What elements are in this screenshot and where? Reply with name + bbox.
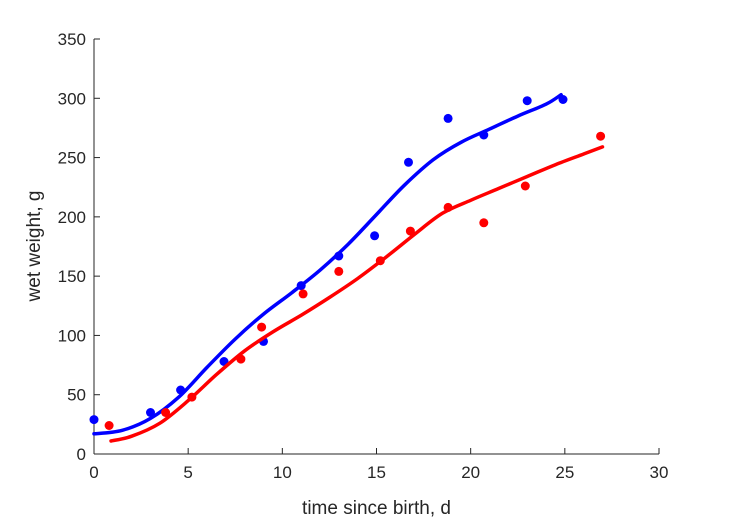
y-tick-label: 0: [77, 445, 86, 464]
y-tick-label: 250: [58, 149, 86, 168]
data-point: [296, 281, 306, 291]
y-axis: 0 50 100 150 200 250 300 350: [58, 30, 100, 464]
data-point: [404, 157, 413, 167]
data-point: [161, 408, 171, 417]
data-point: [520, 181, 530, 191]
data-point: [443, 202, 453, 212]
y-tick-label: 300: [58, 89, 86, 108]
y-tick-label: 150: [58, 267, 86, 286]
x-tick-label: 15: [367, 463, 386, 482]
y-tick-label: 200: [58, 208, 86, 227]
data-point: [257, 322, 267, 332]
data-point: [558, 95, 568, 104]
data-point: [334, 266, 344, 276]
x-tick-label: 10: [273, 463, 292, 482]
data-point: [596, 131, 606, 141]
data-point: [187, 392, 197, 402]
data-point: [522, 96, 532, 106]
data-point: [146, 408, 155, 417]
y-tick-label: 100: [58, 326, 86, 345]
x-tick-label: 30: [650, 463, 669, 482]
data-point: [479, 130, 489, 140]
fit-line-2: [109, 145, 605, 443]
data-point: [176, 385, 186, 395]
data-point: [370, 231, 380, 241]
y-axis-title: wet weight, g: [24, 191, 45, 303]
x-tick-label: 0: [89, 463, 98, 482]
x-axis: 0 5 10 15 20 25 30: [89, 448, 668, 482]
series-layer: [89, 92, 606, 443]
data-point: [89, 415, 99, 425]
x-tick-label: 5: [183, 463, 192, 482]
data-point: [405, 226, 415, 236]
y-tick-label: 350: [58, 30, 86, 49]
x-tick-label: 20: [461, 463, 480, 482]
data-point: [236, 354, 246, 364]
x-axis-title: time since birth, d: [302, 498, 451, 519]
data-point: [298, 289, 308, 299]
series-2: [104, 131, 606, 443]
data-point: [104, 421, 114, 430]
data-point: [334, 251, 344, 261]
x-tick-label: 25: [555, 463, 574, 482]
y-tick-label: 50: [67, 386, 86, 405]
data-point: [479, 218, 489, 228]
fit-line-1: [92, 92, 563, 436]
data-point: [443, 113, 453, 123]
data-point: [375, 256, 385, 266]
series-1: [89, 92, 568, 436]
